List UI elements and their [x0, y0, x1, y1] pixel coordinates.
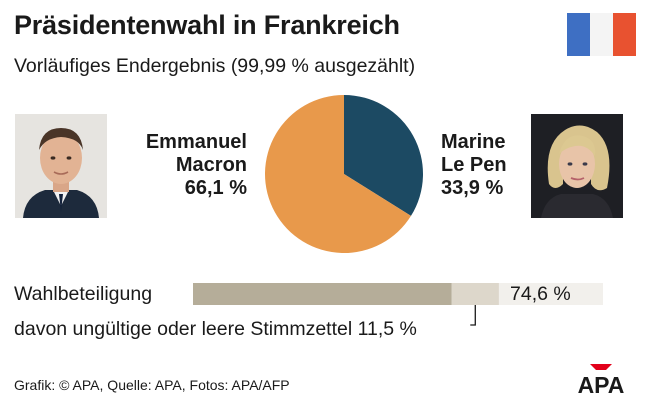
source-credits: Grafik: © APA, Quelle: APA, Fotos: APA/A… [14, 377, 290, 393]
turnout-bar-chart [193, 283, 603, 326]
turnout-bar-invalid [451, 283, 499, 305]
candidate-result: 33,9 % [441, 177, 504, 199]
turnout-label: Wahlbeteiligung [14, 283, 153, 305]
page-title: Präsidentenwahl in Frankreich [14, 10, 400, 40]
candidate-lepen: Marine Le Pen 33,9 % [441, 131, 531, 200]
apa-logo-text: APA [578, 372, 625, 396]
candidate-last-name: Macron [175, 154, 247, 176]
candidate-macron: Emmanuel Macron 66,1 % [120, 131, 247, 200]
pie-slice-macron [265, 95, 411, 253]
result-pie-chart [265, 95, 423, 253]
flag-stripe-white [590, 13, 613, 56]
candidate-first-name: Marine [441, 131, 506, 153]
candidate-result: 66,1 % [184, 177, 247, 199]
candidate-first-name: Emmanuel [145, 131, 247, 153]
apa-logo: APA [578, 364, 625, 396]
macron-portrait-icon [15, 114, 107, 218]
turnout-bar-valid [193, 283, 452, 305]
macron-photo [15, 114, 107, 218]
flag-stripe-blue [567, 13, 590, 56]
apa-logo-mark [590, 364, 612, 370]
pie-slice-lepen [344, 95, 423, 216]
invalid-bracket-line [470, 305, 476, 326]
flag-stripe-red [613, 13, 636, 56]
lepen-photo [531, 114, 623, 218]
candidate-last-name: Le Pen [441, 154, 507, 176]
lepen-portrait-icon [531, 114, 623, 218]
page-subtitle: Vorläufiges Endergebnis (99,99 % ausgezä… [14, 55, 416, 77]
turnout-value: 74,6 % [510, 283, 571, 305]
invalid-ballots-label: davon ungültige oder leere Stimmzettel 1… [14, 318, 417, 340]
france-flag-icon [567, 13, 636, 56]
